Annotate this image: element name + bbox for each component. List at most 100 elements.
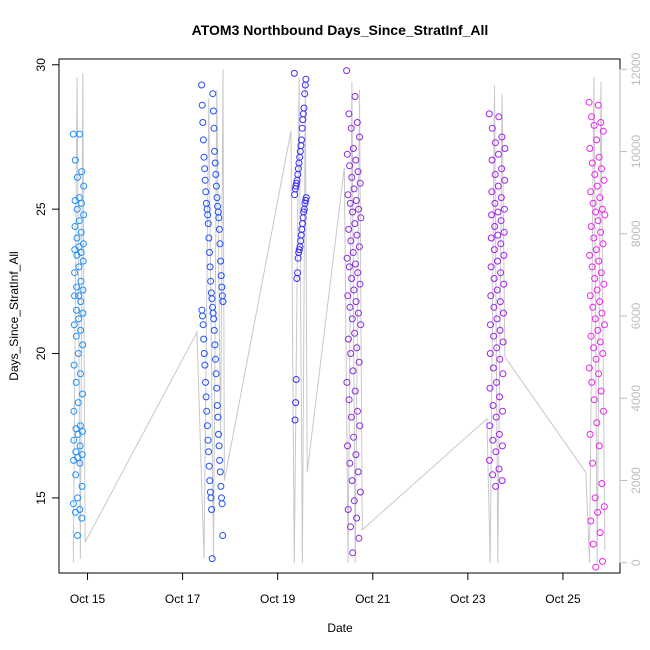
data-point bbox=[588, 378, 596, 386]
data-point bbox=[593, 136, 601, 144]
data-point bbox=[211, 147, 219, 155]
data-point bbox=[599, 127, 607, 135]
data-point bbox=[599, 557, 606, 565]
data-point bbox=[591, 494, 599, 502]
data-point bbox=[199, 136, 207, 144]
data-point bbox=[588, 159, 596, 167]
data-point bbox=[592, 208, 600, 216]
data-point bbox=[214, 413, 222, 421]
data-point bbox=[348, 173, 356, 181]
series-6 bbox=[585, 98, 609, 571]
data-point bbox=[299, 214, 307, 222]
data-point bbox=[587, 223, 595, 230]
data-point bbox=[347, 350, 355, 357]
data-point bbox=[216, 240, 224, 248]
data-point bbox=[587, 332, 595, 340]
x-tick-label: Oct 15 bbox=[70, 592, 106, 606]
series-3 bbox=[290, 69, 310, 424]
data-point bbox=[495, 150, 502, 158]
data-point bbox=[203, 422, 211, 430]
data-point bbox=[75, 217, 83, 225]
data-point bbox=[597, 228, 605, 236]
data-point bbox=[589, 199, 597, 207]
y-tick-label: 30 bbox=[34, 58, 48, 72]
data-point bbox=[208, 555, 216, 563]
data-point bbox=[217, 482, 225, 490]
data-point bbox=[205, 448, 213, 456]
data-point bbox=[343, 67, 351, 75]
data-point bbox=[80, 211, 88, 219]
data-point bbox=[493, 286, 501, 294]
data-point bbox=[344, 335, 352, 343]
data-point bbox=[218, 292, 226, 300]
chart-title: ATOM3 Northbound Days_Since_StratInf_All bbox=[192, 22, 489, 38]
data-point bbox=[595, 370, 603, 378]
secondary-tick-label: 8000 bbox=[629, 220, 643, 247]
data-point bbox=[597, 119, 605, 126]
data-point bbox=[492, 482, 500, 490]
data-point bbox=[345, 263, 353, 271]
data-point bbox=[218, 494, 225, 502]
data-point bbox=[217, 257, 225, 265]
data-point bbox=[592, 355, 600, 363]
data-point bbox=[298, 124, 306, 132]
data-point bbox=[601, 321, 608, 329]
data-point bbox=[598, 480, 606, 487]
data-point bbox=[490, 332, 498, 340]
data-point bbox=[344, 191, 352, 199]
data-point bbox=[208, 506, 216, 513]
data-point bbox=[343, 150, 351, 158]
secondary-y-axis: 0 2000 4000 6000 8000 10000 12000 bbox=[619, 52, 643, 566]
data-point bbox=[77, 228, 85, 236]
data-point bbox=[78, 514, 86, 522]
data-point bbox=[71, 246, 79, 254]
data-point bbox=[597, 387, 605, 395]
data-point bbox=[297, 231, 305, 239]
y-tick-label: 20 bbox=[34, 347, 48, 361]
data-point bbox=[587, 188, 595, 196]
data-point bbox=[350, 433, 358, 441]
data-point bbox=[500, 251, 508, 259]
series-4 bbox=[343, 67, 365, 557]
data-point bbox=[209, 303, 216, 311]
data-point bbox=[200, 153, 208, 161]
data-point bbox=[72, 378, 80, 386]
data-point bbox=[346, 459, 354, 467]
data-point bbox=[596, 298, 604, 306]
data-point bbox=[586, 292, 594, 300]
x-tick-label: Oct 21 bbox=[355, 592, 391, 606]
data-point bbox=[344, 442, 351, 450]
data-point bbox=[73, 173, 81, 181]
data-point bbox=[486, 384, 494, 392]
data-point bbox=[591, 275, 599, 282]
secondary-tick-label: 4000 bbox=[629, 385, 643, 412]
data-point bbox=[486, 350, 494, 357]
data-point bbox=[496, 298, 504, 306]
data-point bbox=[355, 534, 363, 542]
data-point bbox=[291, 191, 299, 199]
x-tick-label: Oct 25 bbox=[545, 592, 581, 606]
data-point bbox=[356, 422, 364, 430]
data-point bbox=[199, 119, 207, 126]
data-point bbox=[355, 358, 363, 366]
data-point bbox=[586, 430, 594, 438]
data-point bbox=[496, 355, 504, 363]
data-point bbox=[201, 361, 209, 369]
data-point bbox=[291, 416, 299, 424]
data-point bbox=[75, 292, 83, 300]
data-point bbox=[486, 456, 493, 464]
data-point bbox=[490, 303, 498, 311]
data-point bbox=[290, 69, 298, 77]
data-point bbox=[299, 116, 307, 124]
data-point bbox=[496, 393, 503, 401]
data-point bbox=[300, 104, 308, 112]
data-point bbox=[344, 506, 352, 513]
data-point bbox=[485, 110, 493, 118]
data-point bbox=[349, 249, 357, 256]
data-point bbox=[208, 295, 216, 303]
data-point bbox=[73, 205, 81, 213]
data-point bbox=[592, 246, 600, 254]
data-point bbox=[70, 407, 78, 415]
data-point bbox=[497, 194, 505, 202]
data-point bbox=[345, 110, 353, 118]
